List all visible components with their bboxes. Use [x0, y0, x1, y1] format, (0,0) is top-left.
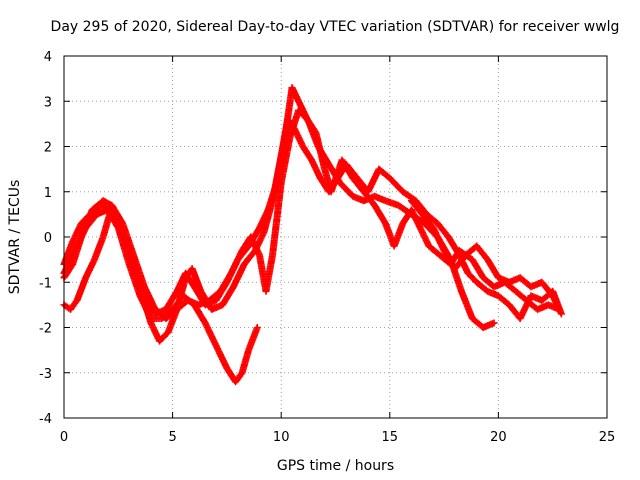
x-tick-label: 0: [60, 430, 68, 445]
x-tick-label: 20: [490, 430, 507, 445]
y-tick-label: 0: [44, 231, 52, 246]
x-tick-label: 25: [599, 430, 616, 445]
data-point: [557, 310, 565, 318]
y-tick-label: 2: [44, 141, 52, 156]
series-track: [60, 106, 563, 322]
y-tick-label: 4: [44, 50, 52, 65]
x-tick-label: 10: [273, 430, 290, 445]
y-tick-label: -1: [39, 276, 52, 291]
data-points: [60, 84, 565, 386]
y-tick-label: -4: [39, 412, 52, 427]
grid-lines: [64, 56, 607, 418]
x-axis-label: GPS time / hours: [277, 458, 394, 474]
x-tick-label: 15: [382, 430, 399, 445]
series-track: [60, 115, 565, 345]
data-point: [555, 305, 563, 313]
y-tick-label: 1: [44, 186, 52, 201]
y-tick-label: -3: [39, 367, 52, 382]
data-point: [490, 319, 498, 327]
plot-frame: [63, 55, 608, 419]
series-track: [408, 197, 563, 313]
y-tick-label: 3: [44, 95, 52, 110]
y-tick-label: -2: [39, 322, 52, 337]
data-point: [253, 324, 261, 331]
chart-title: Day 295 of 2020, Sidereal Day-to-day VTE…: [50, 19, 620, 35]
y-axis-label: SDTVAR / TECUs: [7, 180, 23, 295]
x-tick-label: 5: [168, 430, 176, 445]
